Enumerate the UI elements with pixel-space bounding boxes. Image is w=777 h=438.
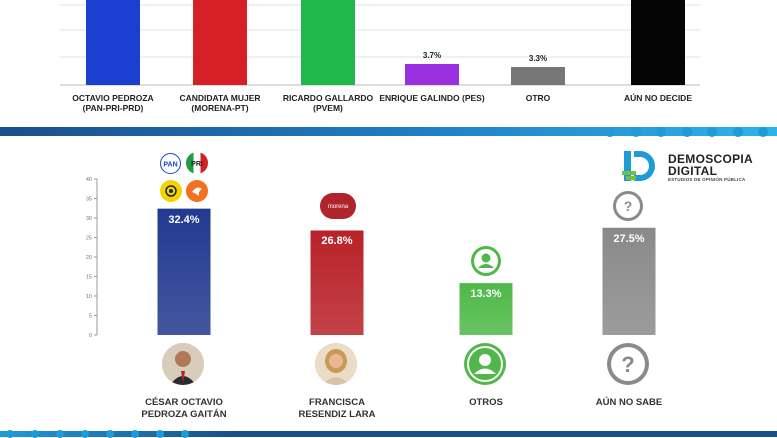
top-gridlines	[60, 4, 700, 86]
question-icon: ?	[611, 347, 645, 381]
bar-3	[602, 227, 656, 335]
bar-value-label: 27.5%	[613, 232, 645, 245]
top-bar-0	[86, 0, 140, 85]
top-value-label: 3.7%	[422, 51, 442, 60]
decorative-dot	[630, 127, 641, 137]
candidate-name: AÚN NO SABE	[595, 397, 663, 408]
divider-stripe-top	[0, 127, 777, 136]
decorative-dot	[732, 127, 743, 137]
bar-1	[310, 230, 364, 335]
top-category-label: RICARDO GALLARDO (PVEM)	[282, 93, 374, 113]
photo-francisca-resendiz	[315, 343, 357, 385]
svg-text:?: ?	[621, 352, 634, 377]
bar-0	[157, 208, 211, 335]
top-bar-chart: OCTAVIO PEDROZA (PAN-PRI-PRD) CANDIDATA M…	[0, 0, 777, 122]
user-icon	[467, 346, 503, 382]
top-category-label: OTRO	[525, 93, 551, 103]
logo-tagline: ESTUDIOS DE OPINIÓN PÚBLICA	[668, 177, 746, 182]
mc-logo	[186, 180, 208, 202]
pri-logo-mark: PRI	[191, 161, 203, 168]
morena-logo-text: morena	[328, 204, 349, 210]
y-tick-label: 5	[89, 314, 92, 320]
candidate-name: OTROS	[469, 397, 503, 408]
decorative-dot	[707, 127, 717, 137]
y-tick-label: 0	[89, 333, 92, 339]
morena-logo: morena	[320, 193, 356, 219]
decorative-dot	[81, 430, 89, 438]
otros-user-icon-small	[471, 246, 501, 276]
y-axis: 0 5 10 15 20 25 30 35 40	[86, 177, 98, 339]
person-photo-icon	[315, 343, 357, 385]
icon-otros	[464, 343, 506, 385]
divider-stripe-bottom	[0, 431, 777, 437]
logo-line1: DEMOSCOPIA	[668, 152, 754, 166]
decorative-dot	[31, 430, 39, 438]
decorative-dot	[6, 430, 14, 438]
decorative-dot	[605, 127, 615, 137]
mc-bird-icon	[192, 187, 202, 196]
demoscopia-logo-mark	[622, 151, 655, 181]
candidate-name: CÉSAR OCTAVIO PEDROZA GAITÁN	[141, 397, 227, 420]
bar-2	[459, 283, 513, 335]
top-chart-canvas	[60, 0, 700, 86]
decorative-dot	[56, 430, 64, 438]
y-tick-label: 10	[86, 294, 92, 300]
svg-text:?: ?	[624, 198, 633, 214]
pri-logo: PRI	[186, 152, 208, 174]
y-tick-label: 30	[86, 216, 92, 222]
top-bars	[86, 0, 685, 85]
pan-logo-mark: PAN	[163, 162, 177, 169]
y-tick-label: 15	[86, 275, 92, 281]
question-icon-small: ?	[613, 191, 643, 221]
top-category-label: CANDIDATA MUJER (MORENA-PT)	[179, 93, 261, 113]
prd-logo	[160, 180, 182, 202]
top-value-label: 3.3%	[528, 54, 548, 63]
top-bar-5	[631, 0, 685, 85]
top-bar-3	[405, 64, 459, 85]
question-icon: ?	[616, 194, 640, 218]
decorative-dot	[131, 430, 139, 438]
main-bars	[157, 208, 656, 335]
candidate-name: FRANCISCA RESENDIZ LARA	[298, 397, 376, 420]
decorative-dot	[656, 127, 666, 137]
decorative-dot	[758, 127, 768, 137]
person-photo-icon	[162, 343, 204, 385]
prd-sun-icon	[165, 185, 177, 197]
y-tick-label: 35	[86, 197, 92, 203]
decorative-dot	[106, 430, 114, 438]
top-category-label: AÚN NO DECIDE	[623, 93, 692, 103]
decorative-dot	[181, 430, 189, 438]
photo-cesar-pedroza	[162, 343, 204, 385]
top-bar-4	[511, 67, 565, 85]
bar-value-label: 32.4%	[168, 213, 200, 226]
user-icon	[474, 249, 498, 273]
logo-line2: DIGITAL	[668, 164, 718, 178]
y-tick-label: 20	[86, 255, 92, 261]
top-bar-1	[193, 0, 247, 85]
icon-aun-no-sabe: ?	[607, 343, 649, 385]
demoscopia-logo: DEMOSCOPIA DIGITAL ESTUDIOS DE OPINIÓN P…	[622, 149, 762, 185]
bar-value-label: 13.3%	[470, 288, 502, 301]
y-tick-label: 25	[86, 236, 92, 242]
morena-logo-mark: morena	[328, 204, 349, 210]
pan-logo: PAN	[160, 153, 181, 174]
pri-logo-text: PRI	[191, 161, 203, 168]
decorative-dot	[156, 430, 164, 438]
top-category-label: ENRIQUE GALINDO (PES)	[379, 93, 485, 103]
top-category-label: OCTAVIO PEDROZA (PAN-PRI-PRD)	[72, 93, 154, 113]
pan-logo-text: PAN	[163, 162, 177, 169]
bar-value-label: 26.8%	[321, 235, 353, 248]
y-tick-label: 40	[86, 177, 92, 183]
decorative-dot	[681, 127, 692, 137]
top-bar-2	[301, 0, 355, 85]
